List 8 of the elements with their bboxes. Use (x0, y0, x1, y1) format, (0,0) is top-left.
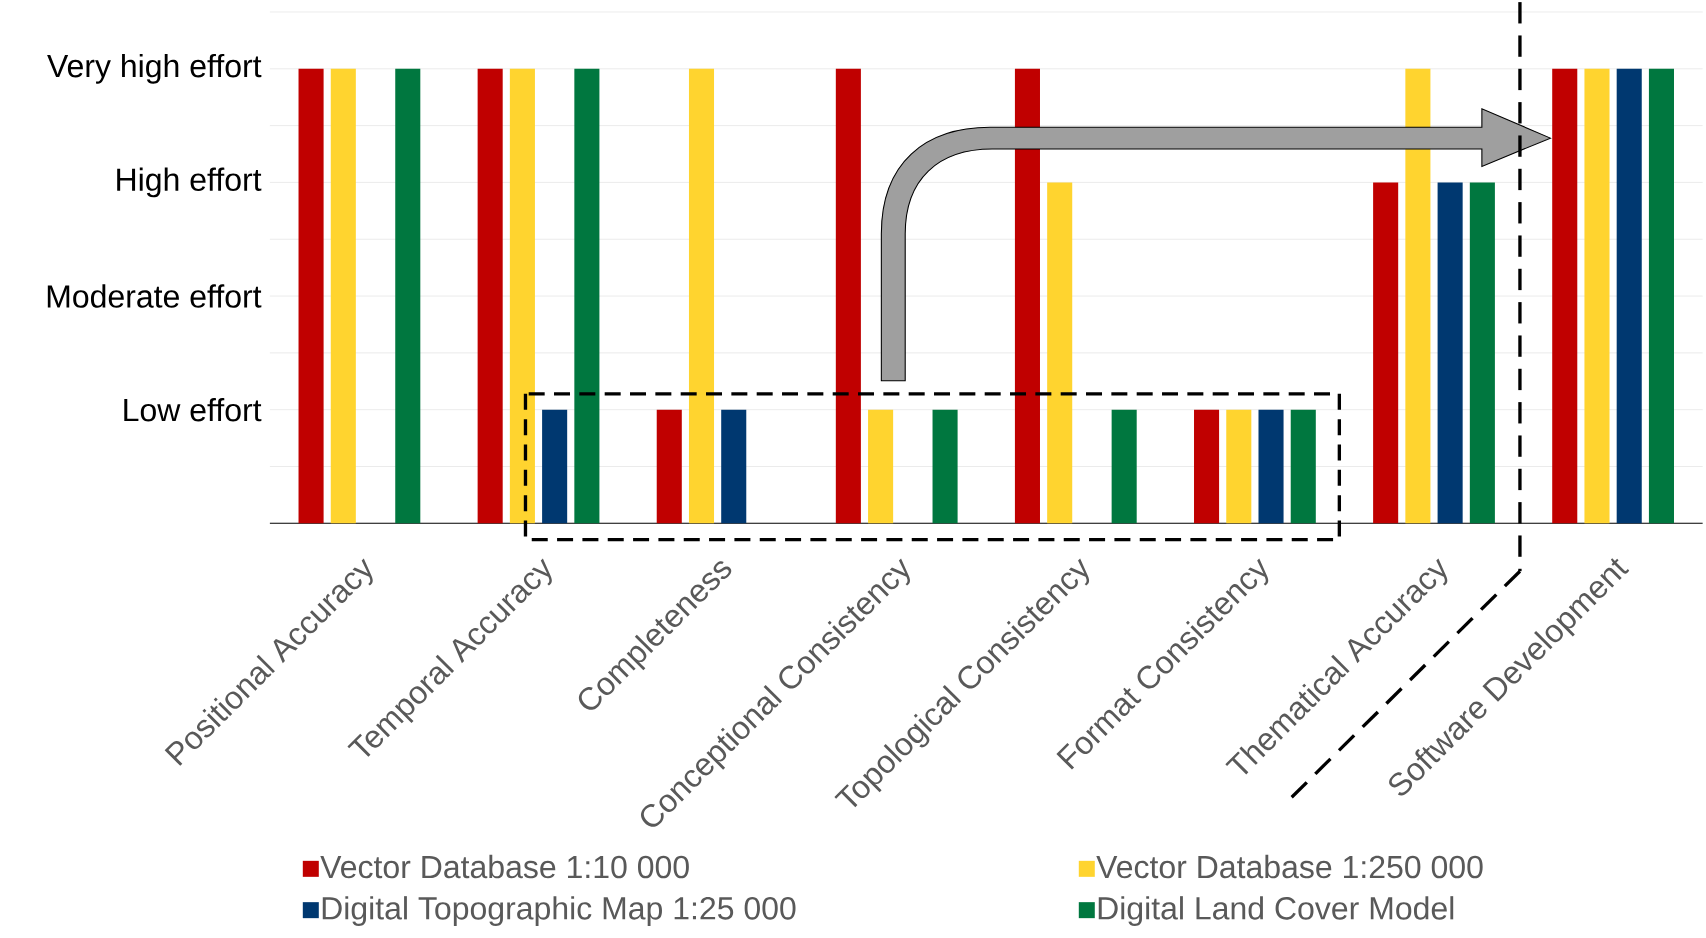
ref-line-label: Low effort (124, 397, 262, 422)
legend-label: Vector Database 1:250 000 (1096, 854, 1483, 879)
ref-line-label: High effort (117, 167, 262, 198)
legend-label: Digital Land Cover Model (1098, 896, 1454, 926)
legend-label: Digital Topographic Map 1:25 000 (322, 896, 796, 926)
ref-line-label: Moderate effort (47, 284, 262, 308)
ref-line-label: Very high effort (47, 53, 262, 84)
legend-label: Vector Database 1:10 000 (320, 854, 689, 879)
